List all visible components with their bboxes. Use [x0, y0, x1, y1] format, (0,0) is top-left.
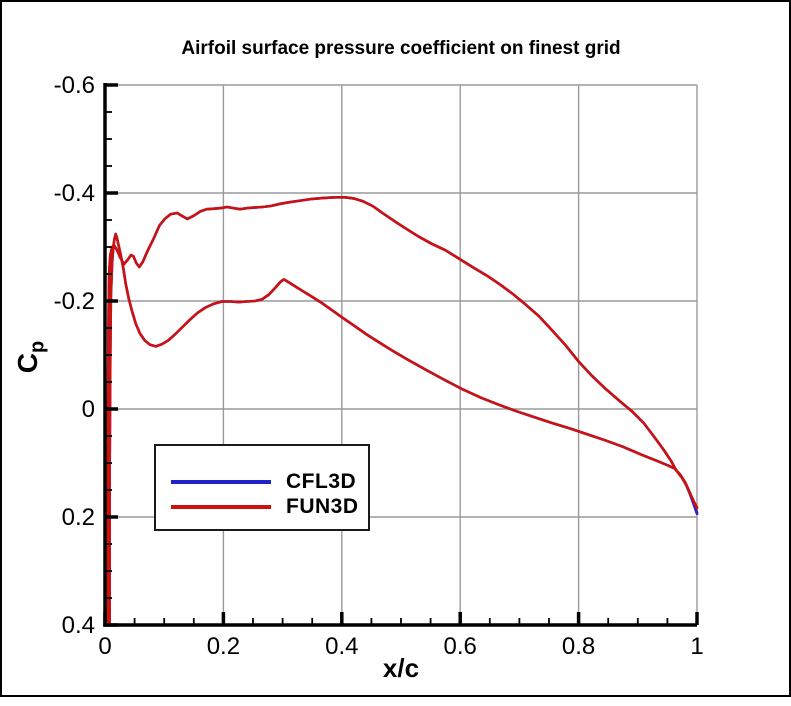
- legend-item-cfl3d: CFL3D: [171, 470, 356, 494]
- y-axis-label-sub: p: [26, 340, 49, 353]
- curve-cfl3d-upper: [106, 196, 699, 627]
- y-tick-label: -0.4: [54, 180, 95, 207]
- y-tick-label: -0.6: [54, 72, 95, 99]
- legend: CFL3D FUN3D: [154, 444, 370, 531]
- y-tick-label: 0.4: [62, 612, 95, 639]
- x-tick-label: 0.2: [207, 633, 240, 660]
- legend-label: FUN3D: [286, 495, 359, 518]
- y-axis-label: Cp: [10, 312, 49, 402]
- curve-fun3d-upper: [106, 196, 699, 627]
- legend-item-fun3d: FUN3D: [171, 495, 359, 519]
- legend-line-sample: [171, 480, 271, 484]
- x-tick-label: 0: [98, 633, 111, 660]
- y-axis-label-main: C: [12, 353, 43, 374]
- x-tick-label: 0.4: [325, 633, 358, 660]
- curve-fun3d-lower: [108, 232, 699, 627]
- x-tick-label: 1: [690, 633, 703, 660]
- y-tick-label: -0.2: [54, 288, 95, 315]
- x-tick-label: 0.8: [562, 633, 595, 660]
- y-tick-label: 0.2: [62, 504, 95, 531]
- curve-cfl3d-lower: [108, 232, 699, 627]
- x-tick-label: 0.6: [444, 633, 477, 660]
- chart-title: Airfoil surface pressure coefficient on …: [181, 38, 621, 59]
- legend-line-sample: [171, 505, 271, 509]
- legend-label: CFL3D: [286, 470, 357, 493]
- x-axis-label: x/c: [382, 653, 420, 683]
- y-tick-label: 0: [82, 396, 95, 423]
